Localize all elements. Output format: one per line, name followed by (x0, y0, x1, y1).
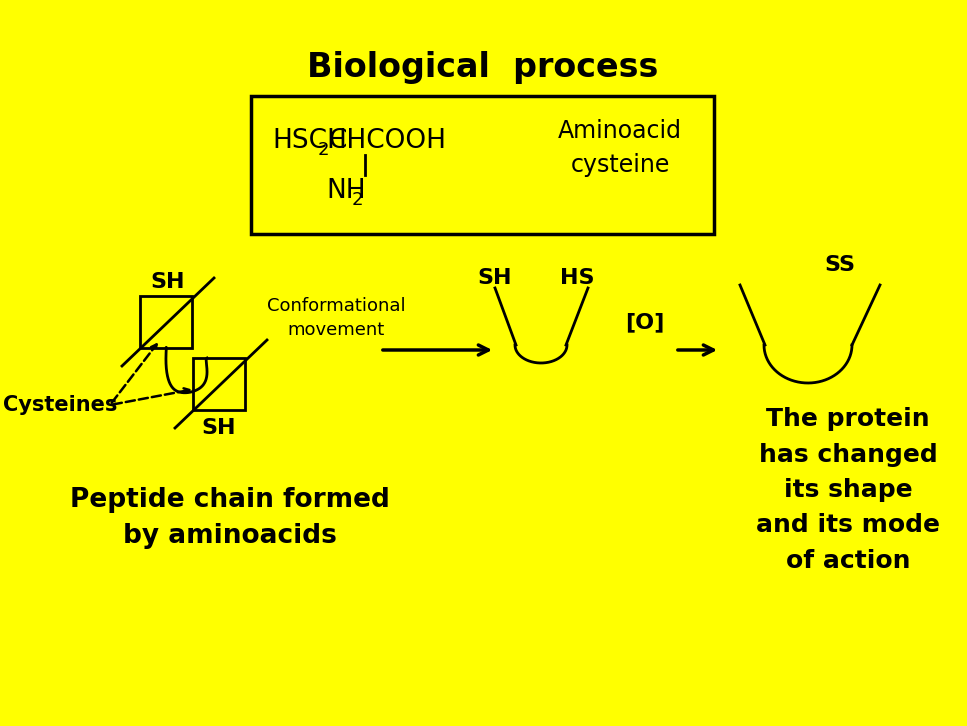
Text: HS: HS (560, 268, 595, 288)
Bar (193, 358, 245, 410)
Text: 2: 2 (352, 191, 364, 209)
Text: SH: SH (478, 268, 513, 288)
Text: SH: SH (202, 418, 236, 438)
Text: HSCH: HSCH (272, 128, 347, 154)
Text: Aminoacid
cysteine: Aminoacid cysteine (558, 119, 682, 176)
Text: Cysteines: Cysteines (3, 395, 117, 415)
Text: 2: 2 (318, 141, 330, 159)
FancyBboxPatch shape (251, 96, 714, 234)
Text: [O]: [O] (626, 312, 664, 332)
Text: The protein
has changed
its shape
and its mode
of action: The protein has changed its shape and it… (756, 407, 940, 573)
Text: Biological  process: Biological process (308, 52, 659, 84)
Text: Conformational
movement: Conformational movement (267, 297, 405, 339)
Text: SH: SH (151, 272, 186, 292)
Text: Peptide chain formed
by aminoacids: Peptide chain formed by aminoacids (70, 487, 390, 549)
Bar (140, 296, 192, 348)
Text: SS: SS (825, 255, 856, 275)
Text: CHCOOH: CHCOOH (328, 128, 446, 154)
Text: NH: NH (326, 178, 366, 204)
